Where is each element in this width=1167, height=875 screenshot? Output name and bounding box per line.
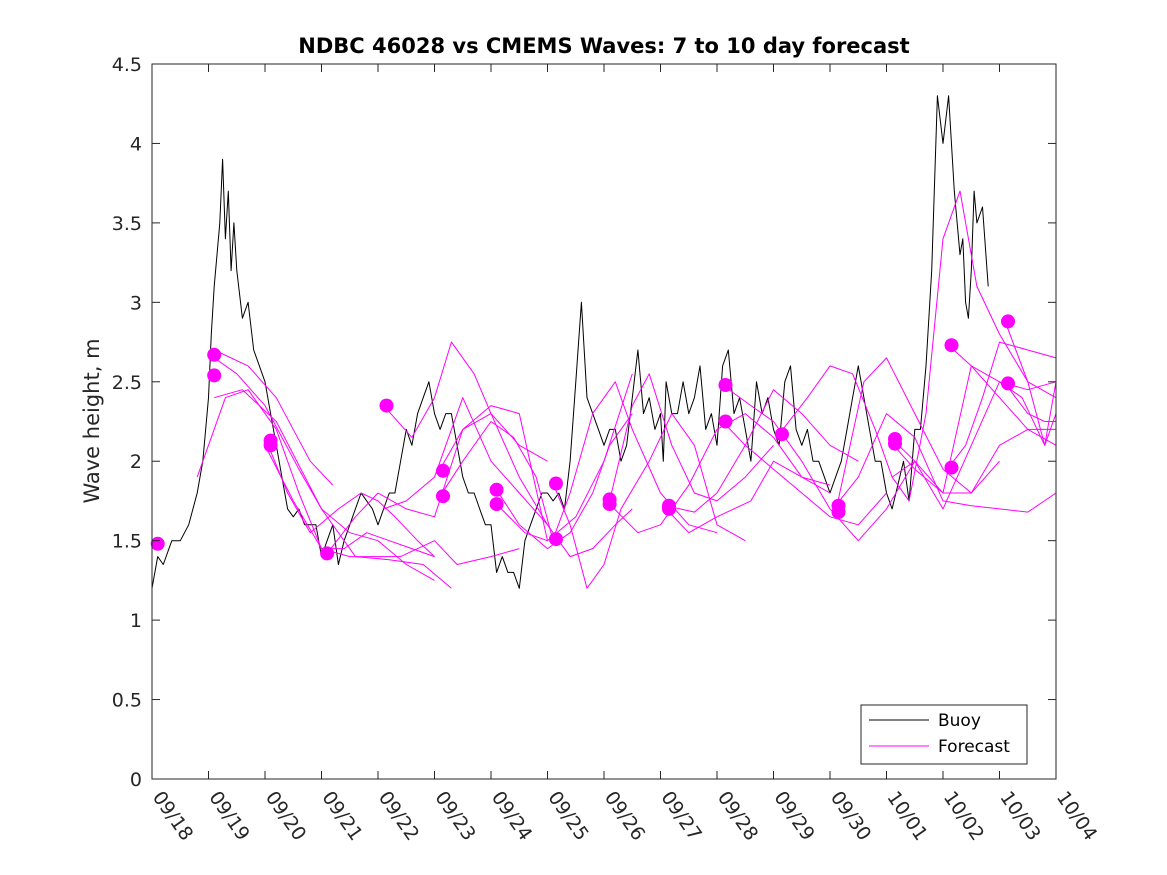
y-axis-label: Wave height, m — [80, 338, 104, 503]
forecast-markers — [150, 314, 1015, 561]
forecast-line — [609, 373, 774, 502]
forecast-line — [439, 413, 633, 558]
forecast-line — [439, 421, 554, 541]
forecast-marker — [436, 489, 450, 504]
forecast-line — [264, 445, 520, 565]
y-tick-label: 4 — [130, 133, 142, 155]
y-tick-label: 0.5 — [112, 690, 142, 712]
forecast-line — [891, 381, 1057, 510]
legend-forecast-label: Forecast — [938, 737, 1010, 757]
forecast-line — [722, 384, 916, 542]
forecast-marker — [718, 414, 733, 429]
forecast-line — [496, 373, 633, 542]
forecast-line — [383, 397, 548, 526]
forecast-marker — [662, 501, 676, 516]
forecast-marker — [489, 497, 504, 512]
forecast-line — [326, 405, 548, 554]
forecast-marker — [718, 378, 733, 392]
forecast-marker — [775, 427, 789, 442]
forecast-marker — [602, 497, 617, 512]
legend-box — [860, 704, 1028, 765]
forecast-marker — [944, 460, 959, 475]
plot-area — [152, 64, 1056, 779]
forecast-marker — [549, 476, 563, 491]
forecast-marker — [436, 463, 450, 478]
y-tick-label: 2.5 — [112, 372, 142, 394]
forecast-line — [948, 341, 1057, 468]
forecast-marker — [263, 438, 278, 453]
forecast-line — [214, 389, 452, 589]
forecast-line — [835, 413, 1057, 513]
y-tick-label: 2 — [130, 451, 142, 473]
forecast-line — [609, 413, 831, 534]
forecast-line — [665, 389, 859, 513]
y-tick-label: 1.5 — [112, 531, 142, 553]
forecast-marker — [831, 505, 846, 520]
forecast-marker — [1001, 314, 1015, 329]
forecast-line — [891, 190, 1057, 502]
forecast-marker — [549, 532, 563, 547]
forecast-line — [722, 421, 887, 526]
y-tick-label: 1 — [130, 610, 142, 632]
forecast-series — [151, 190, 1057, 589]
forecast-line — [552, 381, 718, 540]
forecast-marker — [207, 347, 222, 362]
y-tick-label: 4.5 — [112, 54, 142, 76]
forecast-line — [213, 349, 334, 486]
forecast-marker — [944, 338, 959, 353]
forecast-marker — [1001, 376, 1015, 391]
y-tick-label: 3.5 — [112, 213, 142, 235]
legend: Buoy Forecast — [860, 704, 1028, 765]
forecast-marker — [207, 368, 222, 383]
forecast-line — [552, 413, 746, 589]
forecast-line — [264, 437, 435, 557]
forecast-marker — [320, 546, 335, 561]
forecast-line — [665, 460, 831, 534]
buoy-series — [151, 95, 989, 589]
forecast-marker — [379, 398, 394, 413]
forecast-marker — [150, 536, 165, 551]
forecast-marker — [888, 436, 902, 451]
forecast-line — [778, 365, 1000, 494]
y-tick-label: 0 — [130, 769, 142, 791]
chart-title: NDBC 46028 vs CMEMS Waves: 7 to 10 day f… — [298, 34, 909, 58]
forecast-line — [1004, 321, 1057, 446]
forecast-line — [1004, 383, 1056, 422]
forecast-marker — [489, 482, 504, 497]
buoy-line — [151, 95, 989, 589]
legend-buoy-label: Buoy — [938, 711, 981, 731]
y-tick-label: 3 — [130, 292, 142, 314]
forecast-line — [835, 357, 1056, 513]
y-axis: 0 0.5 1 1.5 2 2.5 3 3.5 4 4.5 — [112, 54, 1056, 791]
